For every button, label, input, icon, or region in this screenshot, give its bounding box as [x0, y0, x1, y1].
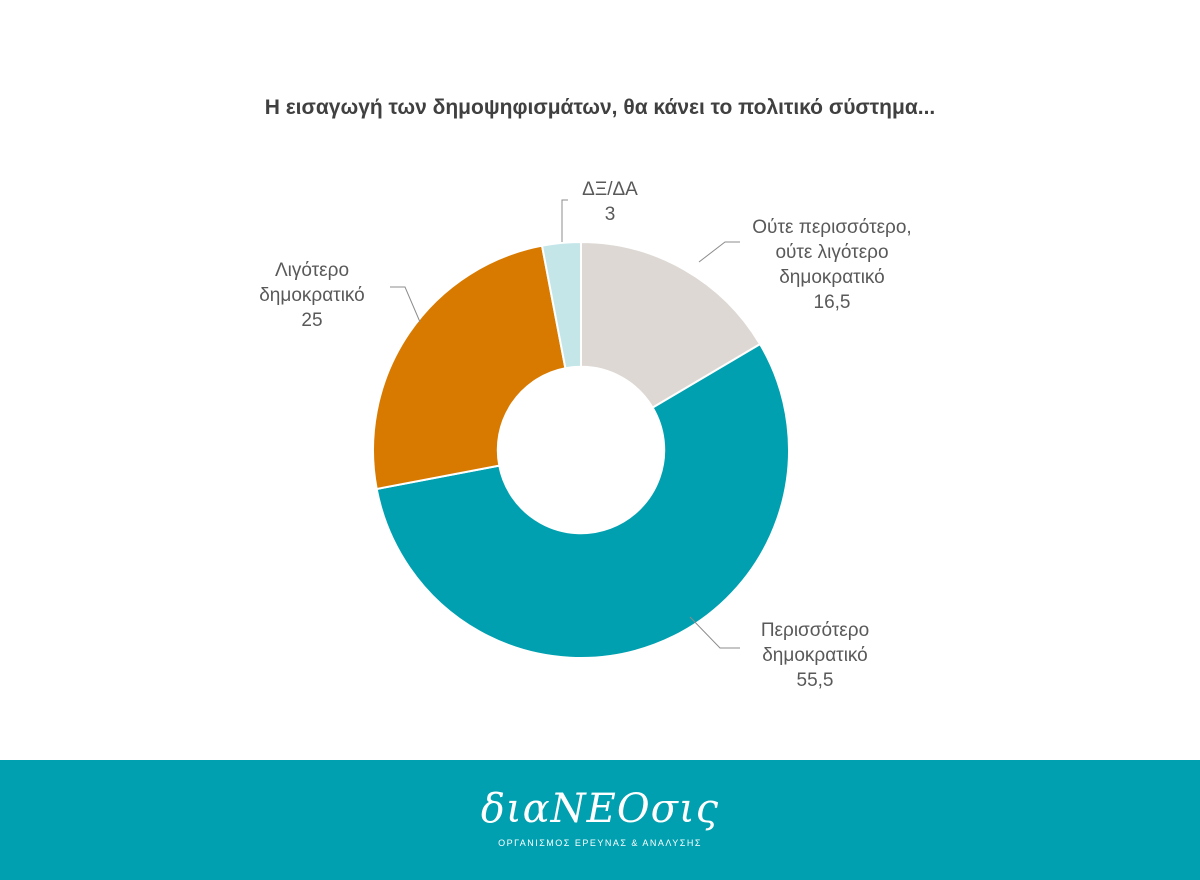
logo-subtitle: ΟΡΓΑΝΙΣΜΟΣ ΕΡΕΥΝΑΣ & ΑΝΑΛΥΣΗΣ	[498, 838, 702, 848]
chart-title: Η εισαγωγή των δημοψηφισμάτων, θα κάνει …	[264, 96, 936, 119]
slice-label-line: δημοκρατικό	[779, 267, 885, 288]
pie-slice-2	[372, 244, 567, 491]
slice-value-1: 55,5	[797, 670, 834, 691]
pie-slice-1	[375, 342, 790, 659]
pie-slice-3	[540, 240, 582, 370]
slice-label-line: ούτε λιγότερο	[775, 242, 888, 263]
slice-value-2: 25	[301, 310, 322, 331]
slice-value-0: 16,5	[814, 292, 851, 313]
slice-label-2: Λιγότερο δημοκρατικό 25	[259, 260, 365, 331]
slice-value-3: 3	[605, 204, 616, 225]
slice-label-line: ΔΞ/ΔΑ	[582, 179, 638, 200]
slice-label-3: ΔΞ/ΔΑ 3	[582, 179, 638, 225]
slice-label-line: δημοκρατικό	[259, 285, 365, 306]
slice-label-0: Ούτε περισσότερο, ούτε λιγότερο δημοκρατικ…	[752, 217, 911, 313]
leader-line-1	[689, 616, 740, 649]
donut-chart: Ούτε περισσότερο, ούτε λιγότερο δημοκρατικ…	[259, 179, 911, 691]
slice-label-line: Λιγότερο	[275, 260, 349, 281]
leader-line-3	[561, 199, 568, 242]
dianeosis-logo: διαΝΕΟσις	[480, 786, 720, 832]
pie-slice-0	[580, 240, 762, 410]
slice-label-line: δημοκρατικό	[762, 645, 868, 666]
slice-label-line: Περισσότερο	[761, 620, 869, 641]
slice-label-1: Περισσότερο δημοκρατικό 55,5	[761, 620, 869, 691]
leader-line-2	[390, 286, 421, 323]
leader-line-0	[698, 241, 740, 263]
chart-area: Η εισαγωγή των δημοψηφισμάτων, θα κάνει …	[259, 96, 936, 691]
slice-label-line: Ούτε περισσότερο,	[752, 217, 911, 238]
footer-band	[0, 760, 1200, 880]
